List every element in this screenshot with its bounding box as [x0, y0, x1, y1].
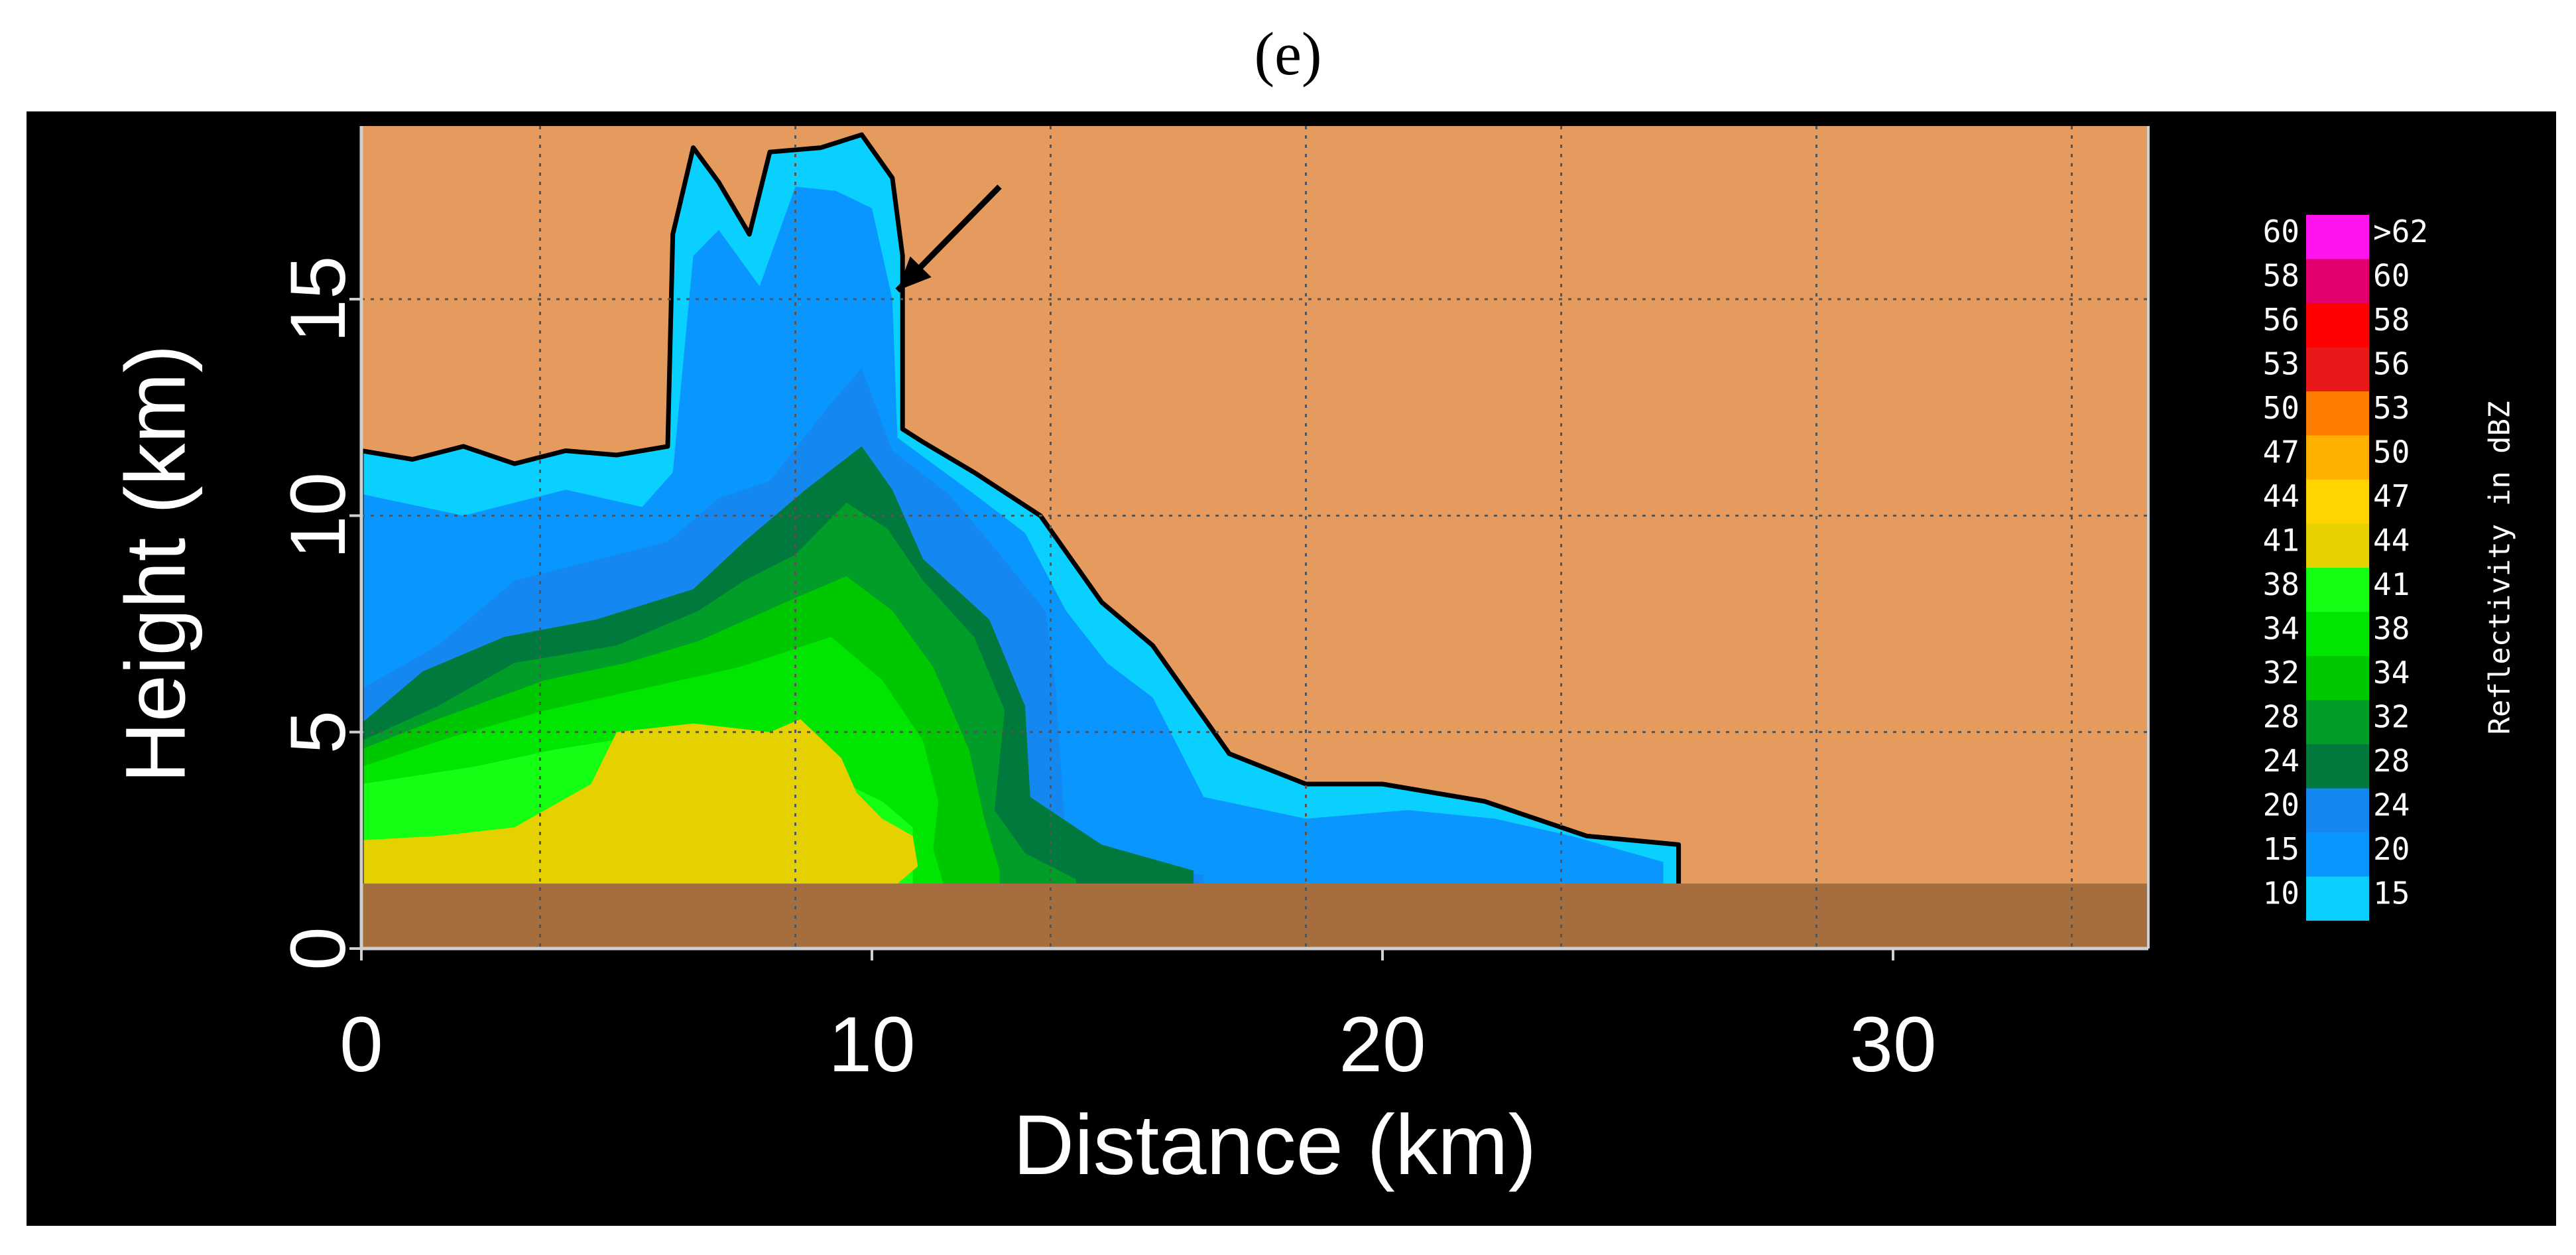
legend-low-label: 20 [2263, 787, 2300, 823]
legend-high-label: 50 [2373, 434, 2410, 470]
legend-high-label: 60 [2373, 258, 2410, 294]
legend-swatch [2306, 259, 2369, 303]
axes: 0 10 20 30 0 5 10 15 Distance (km) Height (km) [109, 126, 2150, 1193]
echo-outline [359, 132, 1682, 884]
legend-low-label: 34 [2263, 611, 2300, 647]
y-axis-title: Height (km) [109, 344, 204, 783]
legend-swatch [2306, 568, 2369, 612]
legend-low-label: 53 [2263, 346, 2300, 382]
legend-low-label: 38 [2263, 566, 2300, 602]
legend-high-label: 44 [2373, 523, 2410, 559]
legend-high-label: 20 [2373, 831, 2410, 867]
legend-low-label: 56 [2263, 302, 2300, 338]
legend-swatch [2306, 700, 2369, 744]
legend-high-label: 53 [2373, 390, 2410, 426]
radar-figure: 0 10 20 30 0 5 10 15 Distance (km) Height (km) 60… [27, 111, 2556, 1226]
x-tick-label: 10 [828, 1001, 915, 1089]
legend-swatch [2306, 744, 2369, 789]
legend-swatch [2306, 612, 2369, 656]
legend-high-label: >62 [2373, 214, 2428, 249]
legend-swatch [2306, 480, 2369, 524]
legend-low-label: 60 [2263, 214, 2300, 249]
legend-high-label: 47 [2373, 478, 2410, 514]
x-tick-label: 30 [1849, 1001, 1936, 1089]
legend-high-label: 15 [2373, 876, 2410, 911]
y-tick-label: 15 [275, 255, 362, 342]
grid-lines [361, 126, 2148, 949]
legend-low-label: 47 [2263, 434, 2300, 470]
y-tick-label: 10 [275, 472, 362, 559]
legend-high-label: 34 [2373, 655, 2410, 691]
y-tick-label: 5 [275, 710, 362, 754]
legend-title: Reflectivity in dBZ [2483, 401, 2517, 734]
legend-swatch [2306, 303, 2369, 348]
legend-high-label: 24 [2373, 787, 2410, 823]
legend-low-label: 24 [2263, 743, 2300, 779]
x-tick-label: 20 [1339, 1001, 1426, 1089]
legend: 60 >62 58 60 56 58 53 56 50 53 47 50 44 47 41 44 38 41 34 3… [2263, 214, 2517, 921]
annotation-arrow-head [897, 256, 932, 291]
legend-swatch [2306, 347, 2369, 391]
legend-swatch [2306, 832, 2369, 877]
radar-cross-section-chart: 0 10 20 30 0 5 10 15 Distance (km) Height (km) 60… [109, 126, 2517, 1193]
legend-swatch [2306, 656, 2369, 700]
legend-high-label: 41 [2373, 566, 2410, 602]
y-tick-label: 0 [275, 927, 362, 970]
legend-swatch [2306, 215, 2369, 259]
x-tick-label: 0 [339, 1001, 383, 1089]
legend-high-label: 28 [2373, 743, 2410, 779]
annotations [895, 184, 1002, 293]
ground-layer [361, 884, 2148, 949]
legend-low-label: 41 [2263, 523, 2300, 559]
legend-low-label: 15 [2263, 831, 2300, 867]
panel-label: (e) [1254, 20, 1322, 88]
legend-low-label: 32 [2263, 655, 2300, 691]
x-axis-title: Distance (km) [1013, 1098, 1536, 1193]
legend-swatch [2306, 876, 2369, 921]
legend-low-label: 58 [2263, 258, 2300, 294]
legend-swatch [2306, 788, 2369, 832]
legend-low-label: 10 [2263, 876, 2300, 911]
legend-low-label: 44 [2263, 478, 2300, 514]
ground-band [361, 884, 2148, 949]
legend-swatch [2306, 435, 2369, 480]
legend-high-label: 38 [2373, 611, 2410, 647]
echo-layer-41-44 [361, 719, 918, 884]
legend-high-label: 56 [2373, 346, 2410, 382]
legend-swatch [2306, 391, 2369, 436]
legend-high-label: 58 [2373, 302, 2410, 338]
legend-low-label: 28 [2263, 699, 2300, 735]
echo-layers [359, 132, 1682, 884]
legend-swatch [2306, 523, 2369, 568]
legend-low-label: 50 [2263, 390, 2300, 426]
legend-high-label: 32 [2373, 699, 2410, 735]
